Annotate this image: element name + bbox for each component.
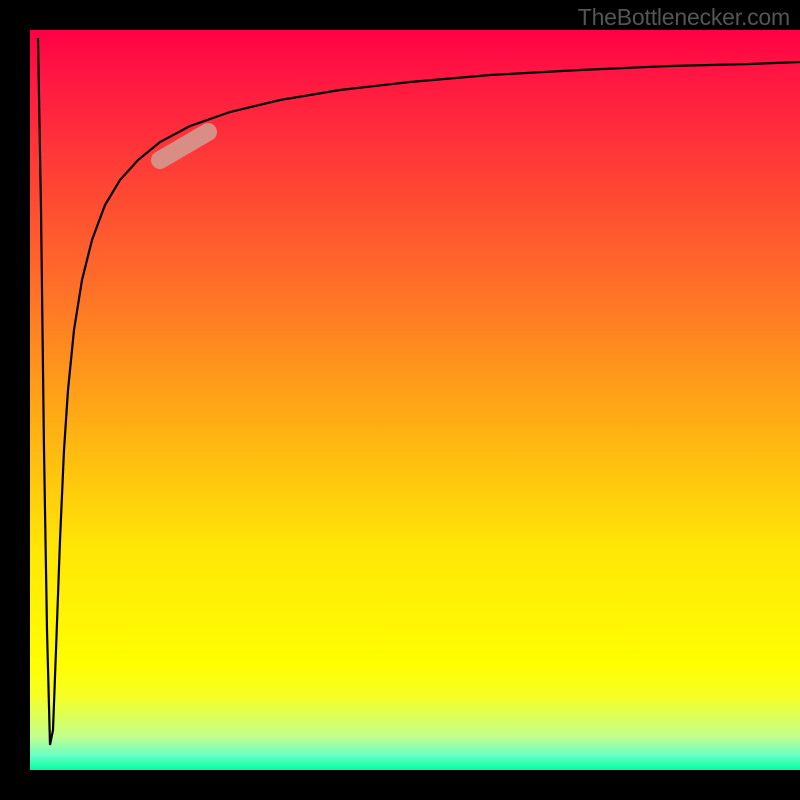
curve-layer [30, 30, 800, 770]
highlight-segment [160, 132, 208, 160]
attribution-text: TheBottlenecker.com [578, 4, 790, 31]
plot-area [30, 30, 800, 770]
bottleneck-curve [38, 38, 800, 745]
figure-container: TheBottlenecker.com [0, 0, 800, 800]
